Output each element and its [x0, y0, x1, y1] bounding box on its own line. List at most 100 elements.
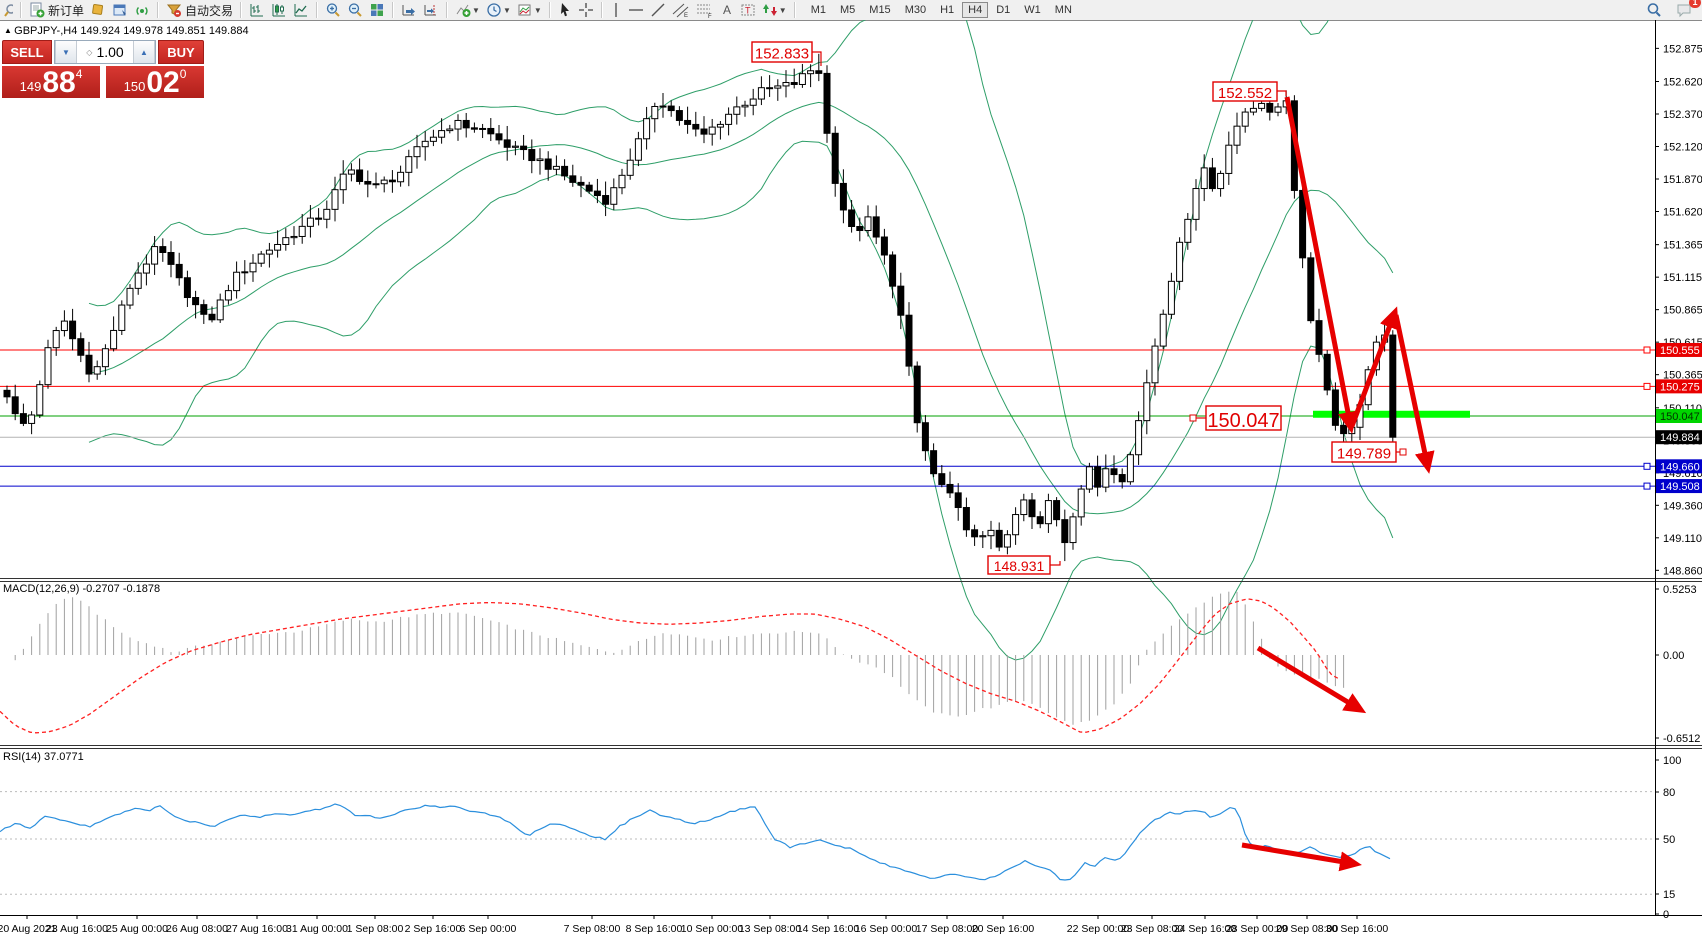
chart-shift-icon[interactable]	[420, 1, 442, 19]
volume-decrease-button[interactable]: ▼	[55, 41, 77, 63]
candle-body	[462, 119, 470, 129]
candle-body	[11, 396, 19, 415]
timeframe-m15[interactable]: M15	[869, 4, 891, 16]
line-handle[interactable]	[1643, 382, 1651, 390]
timeframe-h4[interactable]: H4	[962, 2, 989, 18]
volume-input[interactable]: ◇ 1.00	[86, 44, 124, 60]
horizontal-line-icon[interactable]	[625, 1, 647, 19]
annotation-handle[interactable]	[1189, 414, 1197, 422]
price-annotation-box[interactable]	[1331, 441, 1397, 463]
bar-chart-icon[interactable]	[246, 1, 268, 19]
signal-icon[interactable]	[131, 1, 153, 19]
price-axis-highlight-label: 150.555	[1660, 345, 1700, 357]
zoom-in-icon[interactable]	[322, 1, 344, 19]
toolbar-separator	[793, 2, 796, 18]
bollinger-upper-band	[88, 0, 1394, 472]
text-label-icon[interactable]: T	[737, 1, 759, 19]
line-handle[interactable]	[1643, 482, 1651, 490]
volume-increase-button[interactable]: ▲	[133, 41, 155, 63]
price-axis-label: 152.370	[1663, 109, 1702, 121]
candle-body	[446, 128, 454, 132]
tile-windows-icon[interactable]	[366, 1, 388, 19]
templates-icon[interactable]: ▼	[514, 1, 545, 19]
candle-body	[118, 304, 126, 331]
autotrade-button[interactable]: 自动交易	[163, 1, 236, 19]
sell-price-sup: 4	[75, 67, 83, 81]
history-search-icon[interactable]	[0, 1, 16, 19]
candle-body	[192, 297, 200, 306]
candle-body	[364, 180, 372, 185]
sell-price-display[interactable]: 149 88 4	[2, 66, 100, 98]
buy-price-prefix: 150	[123, 79, 146, 94]
candle-body	[249, 262, 257, 273]
timeframe-mn[interactable]: MN	[1054, 4, 1072, 16]
trendline-icon[interactable]	[647, 1, 669, 19]
timeframe-bar: M1 M5 M15 M30 H1 H4 D1 W1 MN	[804, 2, 1079, 18]
svg-text:A: A	[723, 3, 731, 17]
crosshair-icon[interactable]	[575, 1, 597, 19]
text-icon[interactable]: A	[717, 1, 737, 19]
chat-icon[interactable]: 1	[1673, 0, 1701, 19]
timeframe-w1[interactable]: W1	[1024, 4, 1041, 16]
candle-body	[1085, 466, 1093, 490]
candle-body	[552, 165, 560, 170]
timeframe-d1[interactable]: D1	[996, 4, 1011, 16]
time-axis-label: 20 Aug 2021	[0, 923, 57, 935]
candle-body	[725, 113, 733, 125]
price-annotation-box[interactable]	[1205, 405, 1282, 431]
annotation-handle[interactable]	[1399, 448, 1407, 456]
trend-arrow[interactable]	[1284, 96, 1358, 434]
search-icon[interactable]	[1643, 1, 1665, 19]
new-order-button[interactable]: 新订单	[26, 1, 87, 19]
sell-button[interactable]: SELL	[2, 40, 52, 64]
candle-body	[1192, 188, 1200, 220]
time-axis-label: 8 Sep 16:00	[626, 923, 683, 935]
main-toolbar: 新订单 自动交易 ▼ ▼ ▼	[0, 0, 1702, 21]
buy-price-sup: 0	[179, 67, 187, 81]
line-handle[interactable]	[1643, 346, 1651, 354]
timeframe-m5[interactable]: M5	[840, 4, 856, 16]
time-axis-label: 20 Sep 16:00	[972, 923, 1035, 935]
arrows-tool-icon[interactable]: ▼	[759, 1, 790, 19]
candle-body	[306, 217, 314, 227]
price-annotation-box[interactable]	[751, 41, 813, 63]
zoom-out-icon[interactable]	[344, 1, 366, 19]
indicators-icon[interactable]: ▼	[452, 1, 483, 19]
cursor-icon[interactable]	[555, 1, 575, 19]
candle-body	[142, 263, 150, 274]
market-watch-icon[interactable]	[109, 1, 131, 19]
trend-arrow[interactable]	[1256, 645, 1367, 714]
periods-icon[interactable]: ▼	[483, 1, 514, 19]
timeframe-m30[interactable]: M30	[904, 4, 927, 16]
price-annotation-box[interactable]	[987, 555, 1051, 575]
trend-arrow[interactable]	[1393, 314, 1435, 474]
candle-body	[511, 145, 519, 148]
price-annotation-box[interactable]	[1212, 81, 1278, 102]
auto-scroll-icon[interactable]	[398, 1, 420, 19]
candle-body	[1069, 516, 1077, 544]
equidistant-channel-icon[interactable]: E	[669, 1, 693, 19]
candle-body	[1159, 313, 1167, 347]
line-chart-icon[interactable]	[290, 1, 312, 19]
line-handle[interactable]	[1643, 462, 1651, 470]
timeframe-h1[interactable]: H1	[940, 4, 955, 16]
timeframe-m1[interactable]: M1	[810, 4, 826, 16]
candle-body	[823, 72, 831, 134]
candle-chart-icon[interactable]	[268, 1, 290, 19]
profiles-icon[interactable]	[87, 1, 109, 19]
fibonacci-icon[interactable]: F	[693, 1, 717, 19]
candle-body	[60, 320, 68, 332]
trend-arrow[interactable]	[1241, 842, 1362, 872]
buy-button[interactable]: BUY	[158, 40, 204, 64]
candle-body	[134, 272, 142, 289]
candle-body	[44, 347, 52, 386]
candle-body	[372, 183, 380, 186]
buy-price-display[interactable]: 150 02 0	[106, 66, 204, 98]
new-order-label: 新订单	[48, 3, 85, 18]
candle-body	[347, 169, 355, 175]
trend-arrow[interactable]	[1349, 306, 1399, 427]
price-axis-label: 151.365	[1663, 240, 1702, 252]
vertical-line-icon[interactable]	[607, 1, 625, 19]
